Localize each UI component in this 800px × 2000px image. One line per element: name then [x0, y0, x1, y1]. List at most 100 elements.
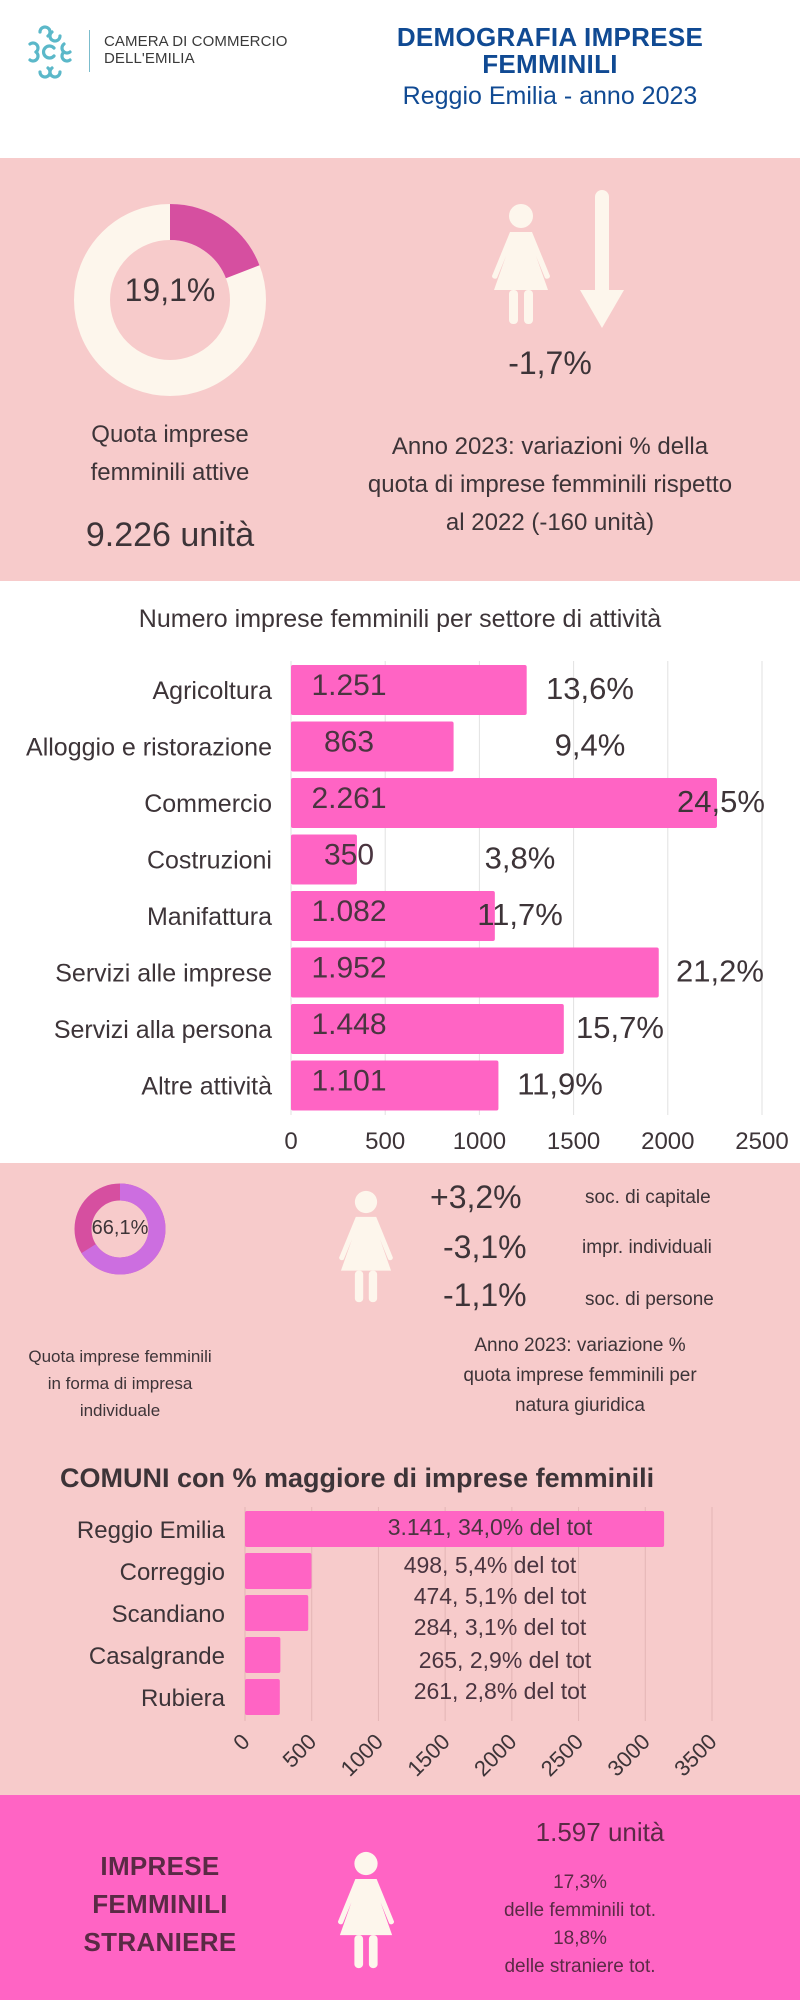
category-label: Casalgrande — [89, 1643, 225, 1670]
woman-icon — [337, 1851, 395, 1969]
x-tick-label: 1000 — [453, 1128, 506, 1155]
foreign-title: IMPRESE FEMMINILI STRANIERE — [30, 1847, 290, 1961]
category-label: Agricoltura — [153, 677, 273, 705]
page-title: DEMOGRAFIA IMPRESE FEMMINILI Reggio Emil… — [360, 24, 740, 112]
x-tick-label: 3500 — [669, 1729, 721, 1781]
bar — [291, 834, 357, 885]
value-label: 863 — [324, 726, 374, 759]
individual-share-label: Quota imprese femminili in forma di impr… — [20, 1343, 220, 1424]
bar — [291, 1004, 564, 1054]
foreign-stats: 17,3% delle femminili tot. 18,8% delle s… — [450, 1869, 710, 1981]
percent-label: 13,6% — [546, 671, 634, 706]
bar — [245, 1511, 665, 1547]
org-name-line1: CAMERA DI COMMERCIO — [104, 33, 288, 50]
category-label: Servizi alla persona — [54, 1016, 272, 1044]
annotation-label: 474, 5,1% del tot — [414, 1583, 587, 1609]
logo-divider — [89, 30, 90, 72]
foreign-share-foreign-label: delle straniere tot. — [504, 1956, 656, 1977]
subtitle: Reggio Emilia - anno 2023 — [402, 82, 698, 110]
summary-section: 19,1% Quota imprese femminili attive 9.2… — [0, 158, 800, 581]
change-desc-line1: Anno 2023: variazioni % della — [391, 433, 709, 460]
annotation-label: 265, 2,9% del tot — [419, 1647, 592, 1673]
change-individual-label: impr. individuali — [582, 1237, 712, 1258]
category-label: Costruzioni — [147, 847, 272, 875]
value-label: 1.082 — [311, 895, 386, 928]
category-label: Rubiera — [141, 1685, 226, 1712]
legal-desc-line2: quota imprese femminili per — [463, 1365, 697, 1386]
category-label: Servizi alle imprese — [55, 960, 272, 988]
donut-share-arc — [169, 204, 260, 279]
percent-label: 3,8% — [485, 841, 556, 876]
value-label: 2.261 — [311, 782, 386, 815]
title-main: DEMOGRAFIA IMPRESE FEMMINILI — [360, 24, 740, 78]
bar — [245, 1637, 281, 1673]
percent-label: 9,4% — [555, 728, 626, 763]
x-tick-label: 1500 — [547, 1128, 600, 1155]
change-desc-line2: quota di imprese femminili rispetto — [367, 471, 733, 498]
change-individual-value: -3,1% — [443, 1229, 527, 1265]
value-label: 1.251 — [311, 669, 386, 702]
change-capital-companies-value: +3,2% — [430, 1179, 522, 1215]
bar — [291, 891, 495, 941]
category-label: Altre attività — [141, 1073, 272, 1101]
sector-chart-title: Numero imprese femminili per settore di … — [138, 605, 662, 633]
change-description: Anno 2023: variazioni % della quota di i… — [330, 428, 770, 542]
individual-share-donut-chart — [74, 1183, 166, 1275]
share-label: Quota imprese femminili attive — [50, 416, 290, 492]
share-percent: 19,1% — [124, 272, 216, 308]
individual-label-line2: in forma di impresa — [47, 1374, 193, 1393]
share-label-line1: Quota imprese — [91, 421, 249, 448]
individual-label-line1: Quota imprese femminili — [28, 1347, 212, 1366]
category-label: Commercio — [144, 790, 272, 818]
foreign-title-line2: STRANIERE — [83, 1927, 237, 1957]
x-tick-label: 3000 — [603, 1729, 655, 1781]
annotation-label: 3.141, 34,0% del tot — [388, 1514, 593, 1540]
bar — [291, 721, 454, 772]
percent-label: 21,2% — [676, 954, 764, 989]
change-partnerships-label: soc. di persone — [585, 1289, 714, 1310]
x-tick-label: 1500 — [402, 1729, 454, 1781]
x-tick-label: 1000 — [336, 1729, 388, 1781]
bar — [291, 665, 527, 715]
bar — [291, 947, 659, 998]
donut-individual-arc — [81, 1183, 166, 1275]
bar — [245, 1553, 312, 1589]
bar — [245, 1679, 280, 1715]
category-label: Manifattura — [147, 903, 272, 931]
legal-desc-line1: Anno 2023: variazione % — [474, 1335, 686, 1356]
sector-chart-section: Numero imprese femminili per settore di … — [0, 581, 800, 1163]
change-desc-line3: al 2022 (-160 unità) — [445, 509, 655, 536]
percent-label: 11,9% — [517, 1067, 603, 1102]
value-label: 1.448 — [311, 1008, 386, 1041]
change-partnerships-value: -1,1% — [443, 1277, 527, 1313]
value-label: 1.101 — [311, 1065, 386, 1098]
change-capital-companies-label: soc. di capitale — [585, 1187, 711, 1208]
category-label: Reggio Emilia — [77, 1517, 226, 1544]
x-tick-label: 0 — [284, 1128, 297, 1155]
annotation-label: 261, 2,8% del tot — [414, 1678, 587, 1704]
legal-form-section: 66,1% Quota imprese femminili in forma d… — [0, 1163, 800, 1795]
value-label: 1.952 — [311, 952, 386, 985]
foreign-share-foreign: 18,8% — [553, 1928, 607, 1949]
total-units: 9.226 unità — [85, 516, 255, 554]
percent-label: 24,5% — [677, 784, 765, 819]
legal-form-description: Anno 2023: variazione % quota imprese fe… — [420, 1331, 740, 1421]
x-tick-label: 0 — [228, 1729, 254, 1755]
woman-icon — [492, 204, 550, 324]
organization-name: CAMERA DI COMMERCIO DELL'EMILIA — [104, 33, 288, 67]
x-tick-label: 500 — [365, 1128, 405, 1155]
x-tick-label: 500 — [278, 1729, 322, 1773]
annotation-label: 284, 3,1% del tot — [414, 1614, 587, 1640]
category-label: Alloggio e ristorazione — [26, 734, 272, 762]
category-label: Scandiano — [112, 1601, 225, 1628]
value-label: 350 — [324, 839, 374, 872]
category-label: Correggio — [120, 1559, 225, 1586]
foreign-title-line1: IMPRESE FEMMINILI — [92, 1851, 228, 1919]
change-value: -1,7% — [508, 345, 592, 381]
percent-label: 11,7% — [477, 897, 563, 932]
annotation-label: 498, 5,4% del tot — [404, 1552, 577, 1578]
x-tick-label: 2500 — [735, 1128, 788, 1155]
title-line2: FEMMINILI — [482, 49, 618, 79]
bar — [291, 1060, 499, 1111]
foreign-share-female: 17,3% — [553, 1872, 607, 1893]
